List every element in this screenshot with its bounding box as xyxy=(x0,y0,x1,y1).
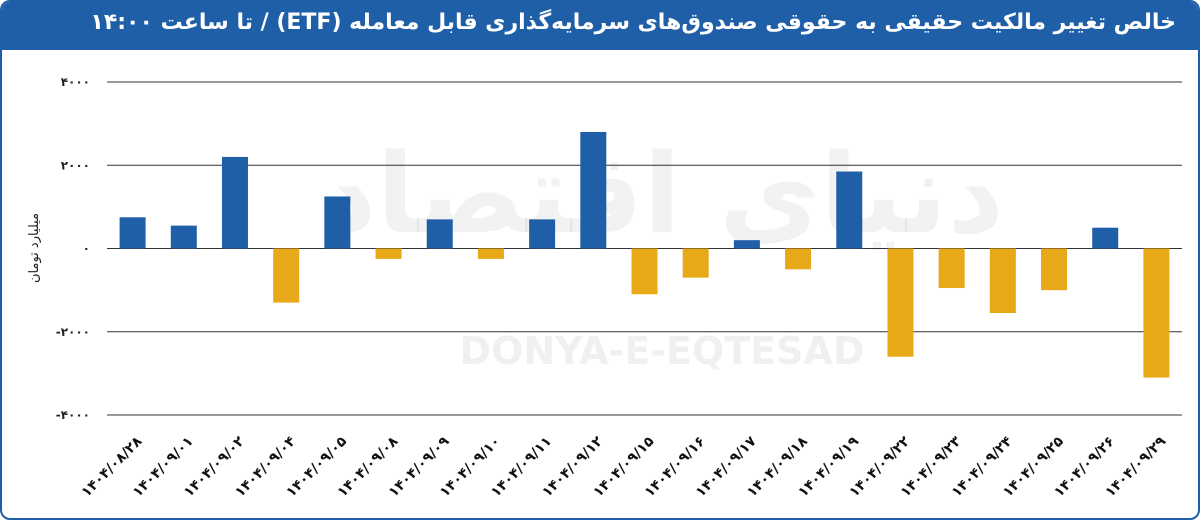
chart-header: خالص تغییر مالکیت حقیقی به حقوقی صندوق‌ه… xyxy=(2,2,1198,50)
bar xyxy=(580,131,607,249)
watermark-persian: دنیای اقتصاد xyxy=(320,130,1004,258)
y-tick-label: -۴۰۰۰ xyxy=(56,408,90,422)
y-tick-label: ۴۰۰۰ xyxy=(61,75,90,89)
bar xyxy=(170,225,197,249)
bar xyxy=(477,248,504,259)
bar xyxy=(938,248,965,289)
bar xyxy=(785,248,812,270)
y-tick-label: -۲۰۰۰ xyxy=(56,325,90,339)
bar xyxy=(529,219,556,249)
bar xyxy=(733,240,760,249)
bar xyxy=(631,248,658,295)
bar xyxy=(887,248,914,357)
bar xyxy=(1143,248,1170,378)
bar xyxy=(682,248,709,278)
bar xyxy=(119,217,146,249)
bar xyxy=(324,196,351,249)
watermark-latin: DONYA-E-EQTESAD xyxy=(460,329,865,373)
bar xyxy=(221,156,248,249)
bar xyxy=(836,171,863,249)
bar xyxy=(426,219,453,249)
bar xyxy=(989,248,1016,314)
y-axis-label: میلیارد تومان xyxy=(27,213,42,283)
bar xyxy=(1041,248,1068,291)
bar xyxy=(1092,227,1119,249)
bar xyxy=(375,248,402,259)
chart-title: خالص تغییر مالکیت حقیقی به حقوقی صندوق‌ه… xyxy=(90,10,1176,35)
bar xyxy=(273,248,300,303)
y-tick-label: ۰ xyxy=(83,242,90,256)
y-tick-label: ۲۰۰۰ xyxy=(61,158,90,172)
